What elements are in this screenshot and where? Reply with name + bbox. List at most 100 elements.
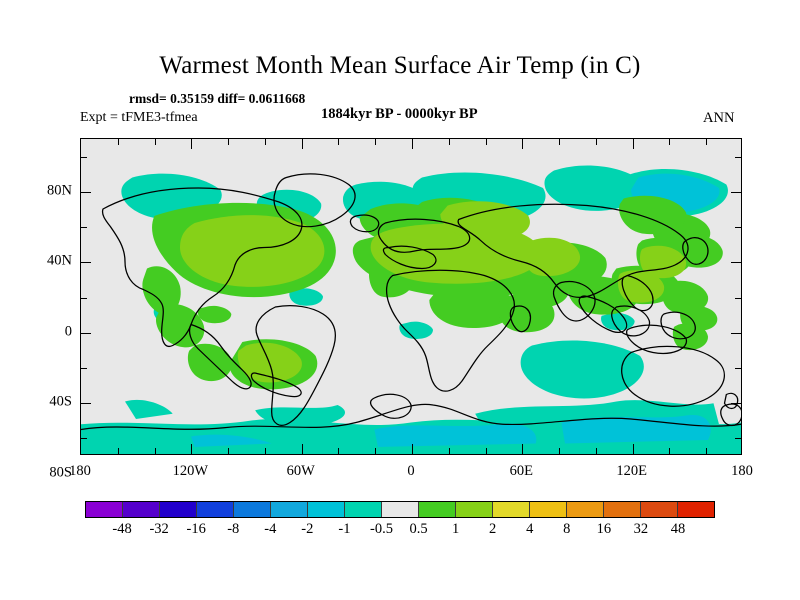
- colorbar-tick-label-10: 2: [489, 521, 497, 537]
- colorbar-tick-label-4: -4: [264, 521, 277, 537]
- ytick-left-major: [81, 262, 91, 264]
- xtick-bottom: [559, 448, 561, 454]
- coastline-layer: [81, 173, 741, 431]
- xtick-top: [228, 139, 230, 145]
- experiment-label: Expt = tFME3-tfmea: [80, 110, 198, 125]
- colorbar-segment-14: [604, 502, 641, 517]
- ytick-label-80s: 80S: [49, 464, 72, 481]
- xtick-bottom-major: [301, 444, 303, 454]
- colorbar-tick-label-6: -1: [338, 521, 351, 537]
- xtick-bottom-major: [632, 444, 634, 454]
- page-title: Warmest Month Mean Surface Air Temp (in …: [159, 52, 641, 79]
- ytick-right-major: [731, 262, 741, 264]
- xtick-bottom: [448, 448, 450, 454]
- xtick-label-0: 0: [407, 463, 415, 479]
- xtick-label-120e: 120E: [616, 463, 647, 479]
- colorbar-tick-label-3: -8: [227, 521, 240, 537]
- colorbar-segment-3: [197, 502, 234, 517]
- xtick-bottom: [117, 448, 119, 454]
- xtick-label-180e: 180: [731, 463, 753, 479]
- colorbar-segment-12: [530, 502, 567, 517]
- colorbar-tick-label-13: 16: [596, 521, 612, 537]
- ytick-left: [81, 438, 87, 440]
- xtick-top: [595, 139, 597, 145]
- xtick-bottom: [264, 448, 266, 454]
- colorbar-tick-label-11: 4: [526, 521, 534, 537]
- xtick-top: [669, 139, 671, 145]
- ytick-right: [735, 156, 741, 158]
- colorbar: [85, 501, 715, 518]
- xtick-bottom: [338, 448, 340, 454]
- colorbar-segment-15: [641, 502, 678, 517]
- xtick-bottom-major: [191, 444, 193, 454]
- colorbar-segment-7: [345, 502, 382, 517]
- ytick-right: [735, 227, 741, 229]
- xtick-top-major: [301, 139, 303, 149]
- xtick-bottom: [154, 448, 156, 454]
- xtick-top: [706, 139, 708, 145]
- xtick-top-major: [522, 139, 524, 149]
- colorbar-tick-label-5: -2: [301, 521, 314, 537]
- ytick-left: [81, 367, 87, 369]
- ytick-right: [735, 297, 741, 299]
- xtick-bottom: [485, 448, 487, 454]
- ytick-label-80n: 80N: [47, 182, 72, 199]
- xtick-label-120w: 120W: [172, 463, 209, 479]
- anomaly-shading-layer: [81, 165, 741, 454]
- xtick-top: [375, 139, 377, 145]
- ytick-label-40s: 40S: [49, 393, 72, 410]
- xtick-bottom-major: [522, 444, 524, 454]
- colorbar-segment-4: [234, 502, 271, 517]
- ytick-left-major: [81, 403, 91, 405]
- colorbar-segment-6: [308, 502, 345, 517]
- world-map-svg: [81, 139, 741, 454]
- colorbar-segment-9: [419, 502, 456, 517]
- xtick-bottom: [595, 448, 597, 454]
- colorbar-tick-label-7: -0.5: [369, 521, 393, 537]
- ytick-right: [735, 438, 741, 440]
- colorbar-segment-11: [493, 502, 530, 517]
- ytick-right: [735, 367, 741, 369]
- ytick-right-major: [731, 191, 741, 193]
- band-1-to-2: [180, 201, 687, 383]
- xtick-top: [559, 139, 561, 145]
- xtick-top: [485, 139, 487, 145]
- colorbar-tick-label-15: 48: [670, 521, 686, 537]
- ytick-left: [81, 297, 87, 299]
- colorbar-tick-label-9: 1: [451, 521, 460, 537]
- xtick-top: [154, 139, 156, 145]
- xtick-top: [117, 139, 119, 145]
- xtick-top-major: [191, 139, 193, 149]
- rmsd-diff-annotation: rmsd= 0.35159 diff= 0.0611668: [129, 91, 306, 106]
- ytick-right-major: [731, 403, 741, 405]
- ytick-left: [81, 227, 87, 229]
- xtick-bottom-major: [412, 444, 413, 454]
- colorbar-tick-label-14: 32: [633, 521, 649, 537]
- ytick-right-major: [731, 332, 741, 334]
- colorbar-tick-label-0: -48: [112, 521, 132, 537]
- season-label: ANN: [703, 110, 735, 126]
- xtick-top-major: [632, 139, 634, 149]
- colorbar-tick-label-12: 8: [563, 521, 571, 537]
- ytick-label-0: 0: [64, 323, 72, 340]
- colorbar-segment-13: [567, 502, 604, 517]
- xtick-label-60w: 60W: [286, 463, 315, 479]
- map-plot-area: [80, 138, 742, 455]
- ytick-left-major: [81, 332, 91, 334]
- ytick-left-major: [81, 191, 91, 193]
- colorbar-segment-1: [123, 502, 160, 517]
- colorbar-segment-8: [382, 502, 419, 517]
- xtick-label-60e: 60E: [509, 463, 533, 479]
- colorbar-segment-5: [271, 502, 308, 517]
- xtick-bottom: [228, 448, 230, 454]
- xtick-bottom: [375, 448, 377, 454]
- period-subtitle: 1884kyr BP - 0000kyr BP: [321, 106, 478, 122]
- ytick-left: [81, 156, 87, 158]
- xtick-top-major: [412, 139, 413, 149]
- xtick-bottom: [669, 448, 671, 454]
- colorbar-segment-10: [456, 502, 493, 517]
- ytick-label-40n: 40N: [47, 252, 72, 269]
- xtick-top: [338, 139, 340, 145]
- xtick-label-180w: 180: [69, 463, 91, 479]
